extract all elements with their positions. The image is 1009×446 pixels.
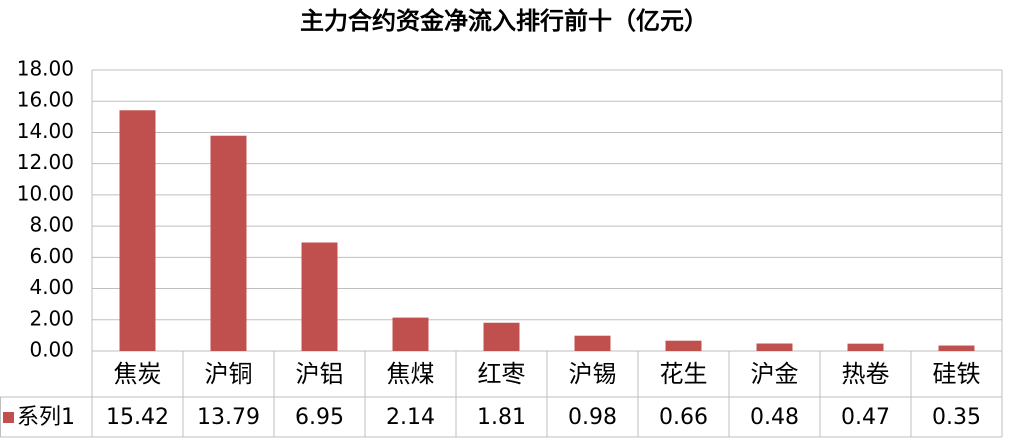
y-tick-label: 2.00	[29, 306, 74, 330]
legend-label: 系列1	[17, 405, 75, 430]
table-value: 0.47	[841, 405, 890, 430]
table-value: 0.66	[659, 405, 708, 430]
bar	[847, 343, 884, 351]
table-value: 15.42	[106, 405, 169, 430]
bar	[574, 335, 611, 351]
x-tick-label: 沪金	[751, 360, 799, 388]
x-tick-label: 沪铜	[205, 360, 253, 388]
y-tick-label: 10.00	[17, 181, 74, 205]
y-tick-label: 4.00	[29, 275, 74, 299]
y-tick-label: 16.00	[17, 88, 74, 112]
bar	[756, 343, 793, 351]
table-value: 6.95	[295, 405, 344, 430]
x-tick-label: 热卷	[842, 360, 890, 388]
x-tick-label: 花生	[660, 360, 708, 388]
y-tick-label: 8.00	[29, 213, 74, 237]
table-value: 2.14	[386, 405, 435, 430]
bar	[392, 317, 429, 351]
y-tick-label: 14.00	[17, 119, 74, 143]
x-tick-label: 沪铝	[296, 360, 344, 388]
bar	[938, 345, 975, 351]
y-tick-label: 18.00	[17, 57, 74, 81]
table-value: 0.98	[568, 405, 617, 430]
y-tick-label: 12.00	[17, 150, 74, 174]
table-value: 0.35	[932, 405, 981, 430]
x-tick-label: 焦炭	[114, 360, 162, 388]
x-tick-label: 红枣	[478, 360, 526, 388]
bar	[119, 110, 156, 351]
bar	[483, 322, 520, 351]
table-value: 13.79	[197, 405, 260, 430]
bar	[210, 135, 247, 351]
chart-title: 主力合约资金净流入排行前十（亿元）	[300, 7, 708, 35]
bar	[665, 340, 702, 351]
y-tick-label: 0.00	[29, 338, 74, 362]
table-value: 1.81	[477, 405, 526, 430]
legend-key	[3, 412, 14, 423]
x-tick-label: 焦煤	[387, 360, 435, 388]
x-tick-label: 硅铁	[933, 360, 981, 388]
bar	[301, 242, 338, 351]
table-value: 0.48	[750, 405, 799, 430]
y-tick-label: 6.00	[29, 244, 74, 268]
x-tick-label: 沪锡	[569, 360, 617, 388]
